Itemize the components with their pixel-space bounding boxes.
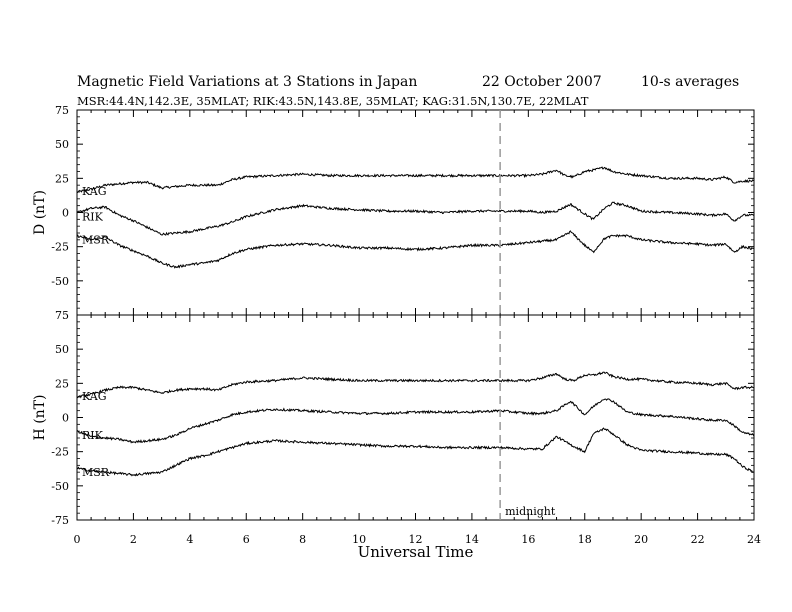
y-tick-label: -25 [51,241,69,254]
series-label-rik: RIK [82,211,104,224]
series-label-msr: MSR [82,234,110,247]
x-tick-label: 22 [691,533,705,546]
midnight-label: midnight [505,505,556,518]
x-tick-label: 2 [130,533,137,546]
chart-title: Magnetic Field Variations at 3 Stations … [77,74,418,90]
series-line-rik [76,398,755,444]
series-line-kag [76,166,755,193]
stations-subtitle: MSR:44.4N,142.3E, 35MLAT; RIK:43.5N,143.… [77,94,589,108]
y-tick-label: 25 [55,172,69,185]
y-axis-label: D (nT) [32,190,48,235]
y-tick-label: 75 [55,104,69,117]
panel-frame [76,314,755,521]
y-tick-label: 0 [62,412,69,425]
y-tick-label: -50 [51,480,69,493]
y-tick-label: -50 [51,275,69,288]
x-tick-label: 20 [634,533,648,546]
series-label-kag: KAG [82,390,107,403]
series-label-rik: RIK [82,429,104,442]
y-axis-label: H (nT) [32,395,48,441]
y-tick-label: 75 [55,309,69,322]
x-tick-label: 6 [243,533,250,546]
y-tick-label: 0 [62,207,69,220]
chart-date: 22 October 2007 [482,74,602,90]
x-tick-label: 4 [186,533,193,546]
series-label-msr: MSR [82,466,110,479]
x-tick-label: 16 [521,533,535,546]
y-tick-label: 50 [55,138,69,151]
series-label-kag: KAG [82,185,107,198]
y-tick-label: -25 [51,446,69,459]
y-tick-label: 50 [55,343,69,356]
chart-averaging: 10-s averages [641,74,740,90]
series-line-kag [76,371,755,399]
x-tick-label: 0 [74,533,81,546]
x-tick-label: 8 [299,533,306,546]
x-tick-label: 18 [578,533,592,546]
y-tick-label: 25 [55,377,69,390]
series-line-rik [76,201,755,236]
x-tick-label: 12 [409,533,423,546]
x-axis-label: Universal Time [358,543,474,561]
y-tick-label: -75 [51,514,69,527]
x-tick-label: 24 [747,533,761,546]
series-line-msr [76,427,755,477]
series-line-msr [76,230,755,269]
x-tick-label: 14 [465,533,479,546]
x-tick-label: 10 [352,533,366,546]
